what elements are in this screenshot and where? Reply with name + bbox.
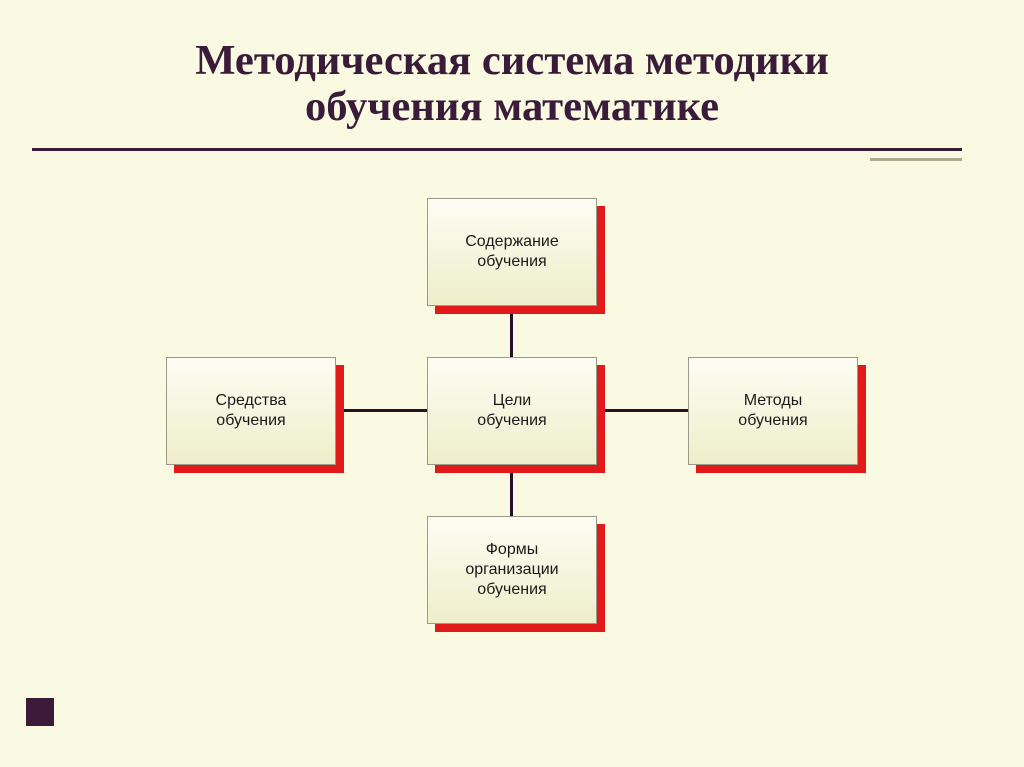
node-right: Методыобучения — [688, 357, 858, 465]
slide-title-line2: обучения математике — [0, 82, 1024, 131]
slide-title-line1: Методическая система методики — [0, 36, 1024, 85]
node-bottom-label: Формыорганизацииобучения — [465, 540, 558, 600]
node-center: Целиобучения — [427, 357, 597, 465]
node-top: Содержаниеобучения — [427, 198, 597, 306]
node-bottom: Формыорганизацииобучения — [427, 516, 597, 624]
title-underline-short — [870, 158, 962, 161]
slide-canvas: Методическая система методики обучения м… — [0, 0, 1024, 767]
edge-center-right — [597, 409, 688, 412]
edge-center-left — [336, 409, 427, 412]
title-underline-long — [32, 148, 962, 151]
node-left: Средстваобучения — [166, 357, 336, 465]
node-center-label: Целиобучения — [477, 391, 546, 431]
node-left-label: Средстваобучения — [216, 391, 287, 431]
node-right-label: Методыобучения — [738, 391, 807, 431]
corner-accent-square — [26, 698, 54, 726]
node-top-label: Содержаниеобучения — [465, 232, 559, 272]
